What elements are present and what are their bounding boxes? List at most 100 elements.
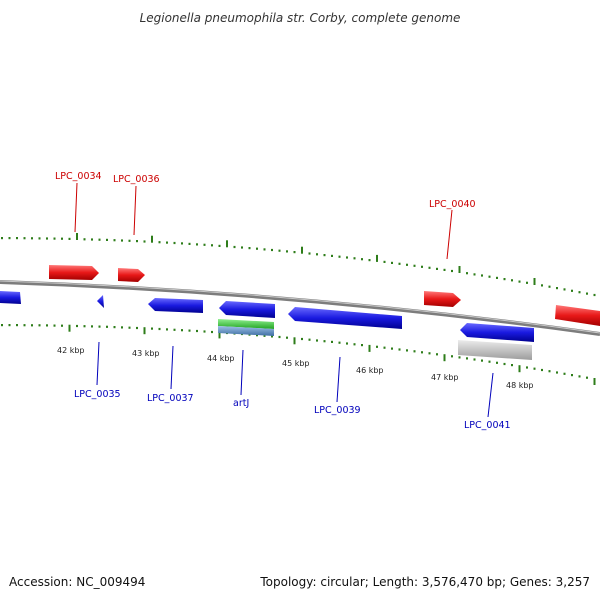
minor-tick: [256, 334, 258, 337]
major-tick: [293, 337, 296, 345]
minor-tick: [181, 329, 183, 332]
gene-right-edge-forward[interactable]: [555, 305, 600, 326]
kbp-label: 44 kbp: [207, 354, 235, 363]
minor-tick: [308, 338, 311, 341]
minor-tick: [98, 325, 101, 328]
minor-tick: [136, 326, 138, 330]
minor-tick: [586, 376, 588, 379]
gene-lpc-0039[interactable]: [288, 307, 402, 329]
gene-label-artj[interactable]: artJ: [233, 398, 249, 409]
minor-tick: [338, 341, 341, 344]
minor-tick: [53, 324, 56, 327]
minor-tick: [128, 239, 131, 242]
minor-tick: [323, 340, 326, 343]
minor-tick: [578, 375, 581, 378]
gene-label-lpc-0041[interactable]: LPC_0041: [464, 420, 511, 431]
minor-tick: [586, 292, 588, 295]
misc-feature[interactable]: [218, 326, 274, 336]
major-tick: [593, 378, 596, 385]
minor-tick: [241, 246, 243, 249]
gene-lpc-0034[interactable]: [49, 265, 99, 280]
minor-tick: [38, 237, 41, 240]
gene-lpc-0041[interactable]: [460, 323, 534, 342]
minor-tick: [308, 252, 311, 255]
major-tick: [218, 331, 221, 339]
minor-tick: [331, 254, 333, 257]
minor-tick: [331, 340, 333, 343]
minor-tick: [406, 349, 408, 352]
kbp-scale-labels: 42 kbp 43 kbp 44 kbp 45 kbp 46 kbp 47 kb…: [57, 346, 534, 390]
minor-tick: [278, 335, 281, 339]
gene-label-lpc-0036[interactable]: LPC_0036: [113, 174, 160, 185]
gene-lpc-0035[interactable]: [97, 295, 104, 308]
minor-tick: [391, 347, 393, 350]
gene-label-lpc-0039[interactable]: LPC_0039: [314, 405, 361, 416]
gene-lpc-0036[interactable]: [118, 268, 145, 282]
minor-tick: [1, 237, 3, 240]
minor-tick: [526, 366, 528, 369]
minor-tick: [466, 357, 468, 360]
rna-feature[interactable]: [218, 319, 274, 329]
minor-tick: [548, 370, 551, 373]
minor-tick: [263, 248, 266, 251]
major-tick: [151, 235, 153, 243]
minor-tick: [83, 325, 86, 328]
minor-tick: [406, 263, 408, 266]
minor-tick: [173, 241, 176, 245]
minor-tick: [256, 247, 258, 250]
minor-tick: [301, 337, 303, 341]
kbp-label: 45 kbp: [282, 359, 310, 368]
minor-tick: [113, 326, 116, 329]
minor-tick: [38, 324, 41, 327]
minor-tick: [113, 239, 116, 242]
minor-tick: [23, 237, 26, 240]
minor-tick: [271, 335, 273, 338]
minor-tick: [91, 238, 93, 241]
feature-artj-stack: [218, 319, 274, 336]
minor-tick: [428, 352, 431, 355]
kbp-label: 46 kbp: [356, 366, 384, 375]
minor-tick: [218, 244, 221, 247]
minor-tick: [338, 255, 341, 258]
minor-tick: [428, 266, 431, 269]
minor-tick: [83, 238, 86, 241]
genome-backbone: [0, 280, 600, 336]
minor-tick: [203, 243, 206, 246]
gene-label-lpc-0034[interactable]: LPC_0034: [55, 171, 102, 182]
minor-tick: [496, 361, 498, 364]
minor-tick: [61, 237, 63, 240]
outer-tick-row: [1, 233, 596, 297]
gene-label-lpc-0035[interactable]: LPC_0035: [74, 389, 121, 400]
minor-tick: [53, 237, 56, 240]
gene-label-lpc-0037[interactable]: LPC_0037: [147, 393, 194, 404]
minor-tick: [571, 374, 573, 377]
gene-lpc-0037[interactable]: [148, 298, 203, 313]
minor-tick: [158, 241, 161, 244]
major-tick: [68, 324, 71, 332]
minor-tick: [466, 272, 468, 275]
kbp-label: 42 kbp: [57, 346, 85, 355]
minor-tick: [443, 268, 446, 271]
major-tick: [226, 240, 228, 248]
minor-tick: [188, 329, 191, 332]
minor-tick: [173, 328, 176, 331]
minor-tick: [46, 237, 48, 240]
minor-tick: [31, 237, 33, 240]
minor-tick: [563, 288, 566, 291]
pseudo-feature[interactable]: [458, 340, 532, 360]
map-title: Legionella pneumophila str. Corby, compl…: [140, 11, 461, 25]
minor-tick: [503, 362, 506, 366]
minor-tick: [413, 264, 416, 267]
gene-label-lpc-0040[interactable]: LPC_0040: [429, 199, 476, 210]
minor-tick: [361, 258, 363, 261]
minor-tick: [541, 284, 543, 287]
minor-tick: [1, 324, 3, 327]
gene-lpc-0038[interactable]: [219, 301, 275, 318]
major-tick: [518, 365, 521, 373]
minor-tick: [518, 280, 521, 283]
gene-left-edge-reverse[interactable]: [0, 291, 21, 304]
gene-lpc-0040[interactable]: [424, 291, 461, 307]
minor-tick: [473, 273, 476, 276]
minor-tick: [121, 326, 123, 329]
